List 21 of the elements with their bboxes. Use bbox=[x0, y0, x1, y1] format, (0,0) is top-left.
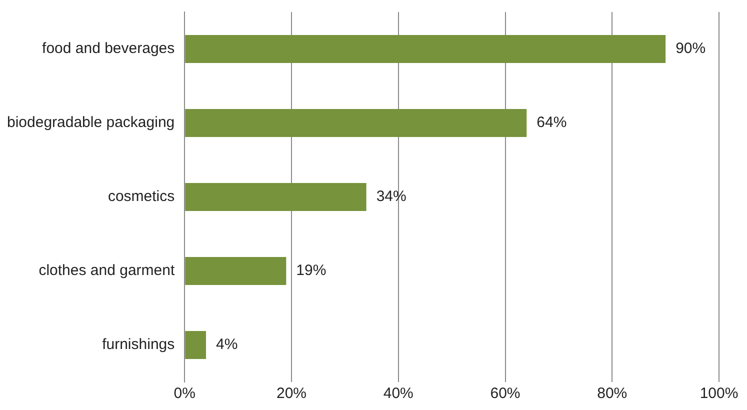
y-tick-label: clothes and garment bbox=[38, 262, 176, 280]
y-tick-label: biodegradable packaging bbox=[6, 114, 175, 132]
data-label: 34% bbox=[376, 188, 406, 206]
x-tick-label: 100% bbox=[700, 385, 738, 402]
y-tick-label: cosmetics bbox=[108, 188, 175, 206]
x-tick-label: 20% bbox=[276, 385, 307, 402]
bar bbox=[185, 330, 206, 360]
x-tick-label: 40% bbox=[383, 385, 414, 402]
y-tick-label: furnishings bbox=[102, 336, 175, 354]
data-label: 64% bbox=[536, 114, 567, 132]
bar bbox=[185, 108, 527, 138]
data-label: 4% bbox=[216, 336, 238, 354]
x-tick-label: 0% bbox=[174, 385, 196, 402]
bar bbox=[185, 182, 366, 212]
bar bbox=[185, 34, 666, 64]
bar bbox=[185, 256, 286, 286]
data-label: 19% bbox=[296, 262, 326, 280]
x-tick-label: 60% bbox=[490, 385, 520, 402]
data-label: 90% bbox=[676, 40, 706, 58]
x-tick-label: 80% bbox=[597, 385, 628, 402]
y-tick-label: food and beverages bbox=[42, 40, 175, 58]
